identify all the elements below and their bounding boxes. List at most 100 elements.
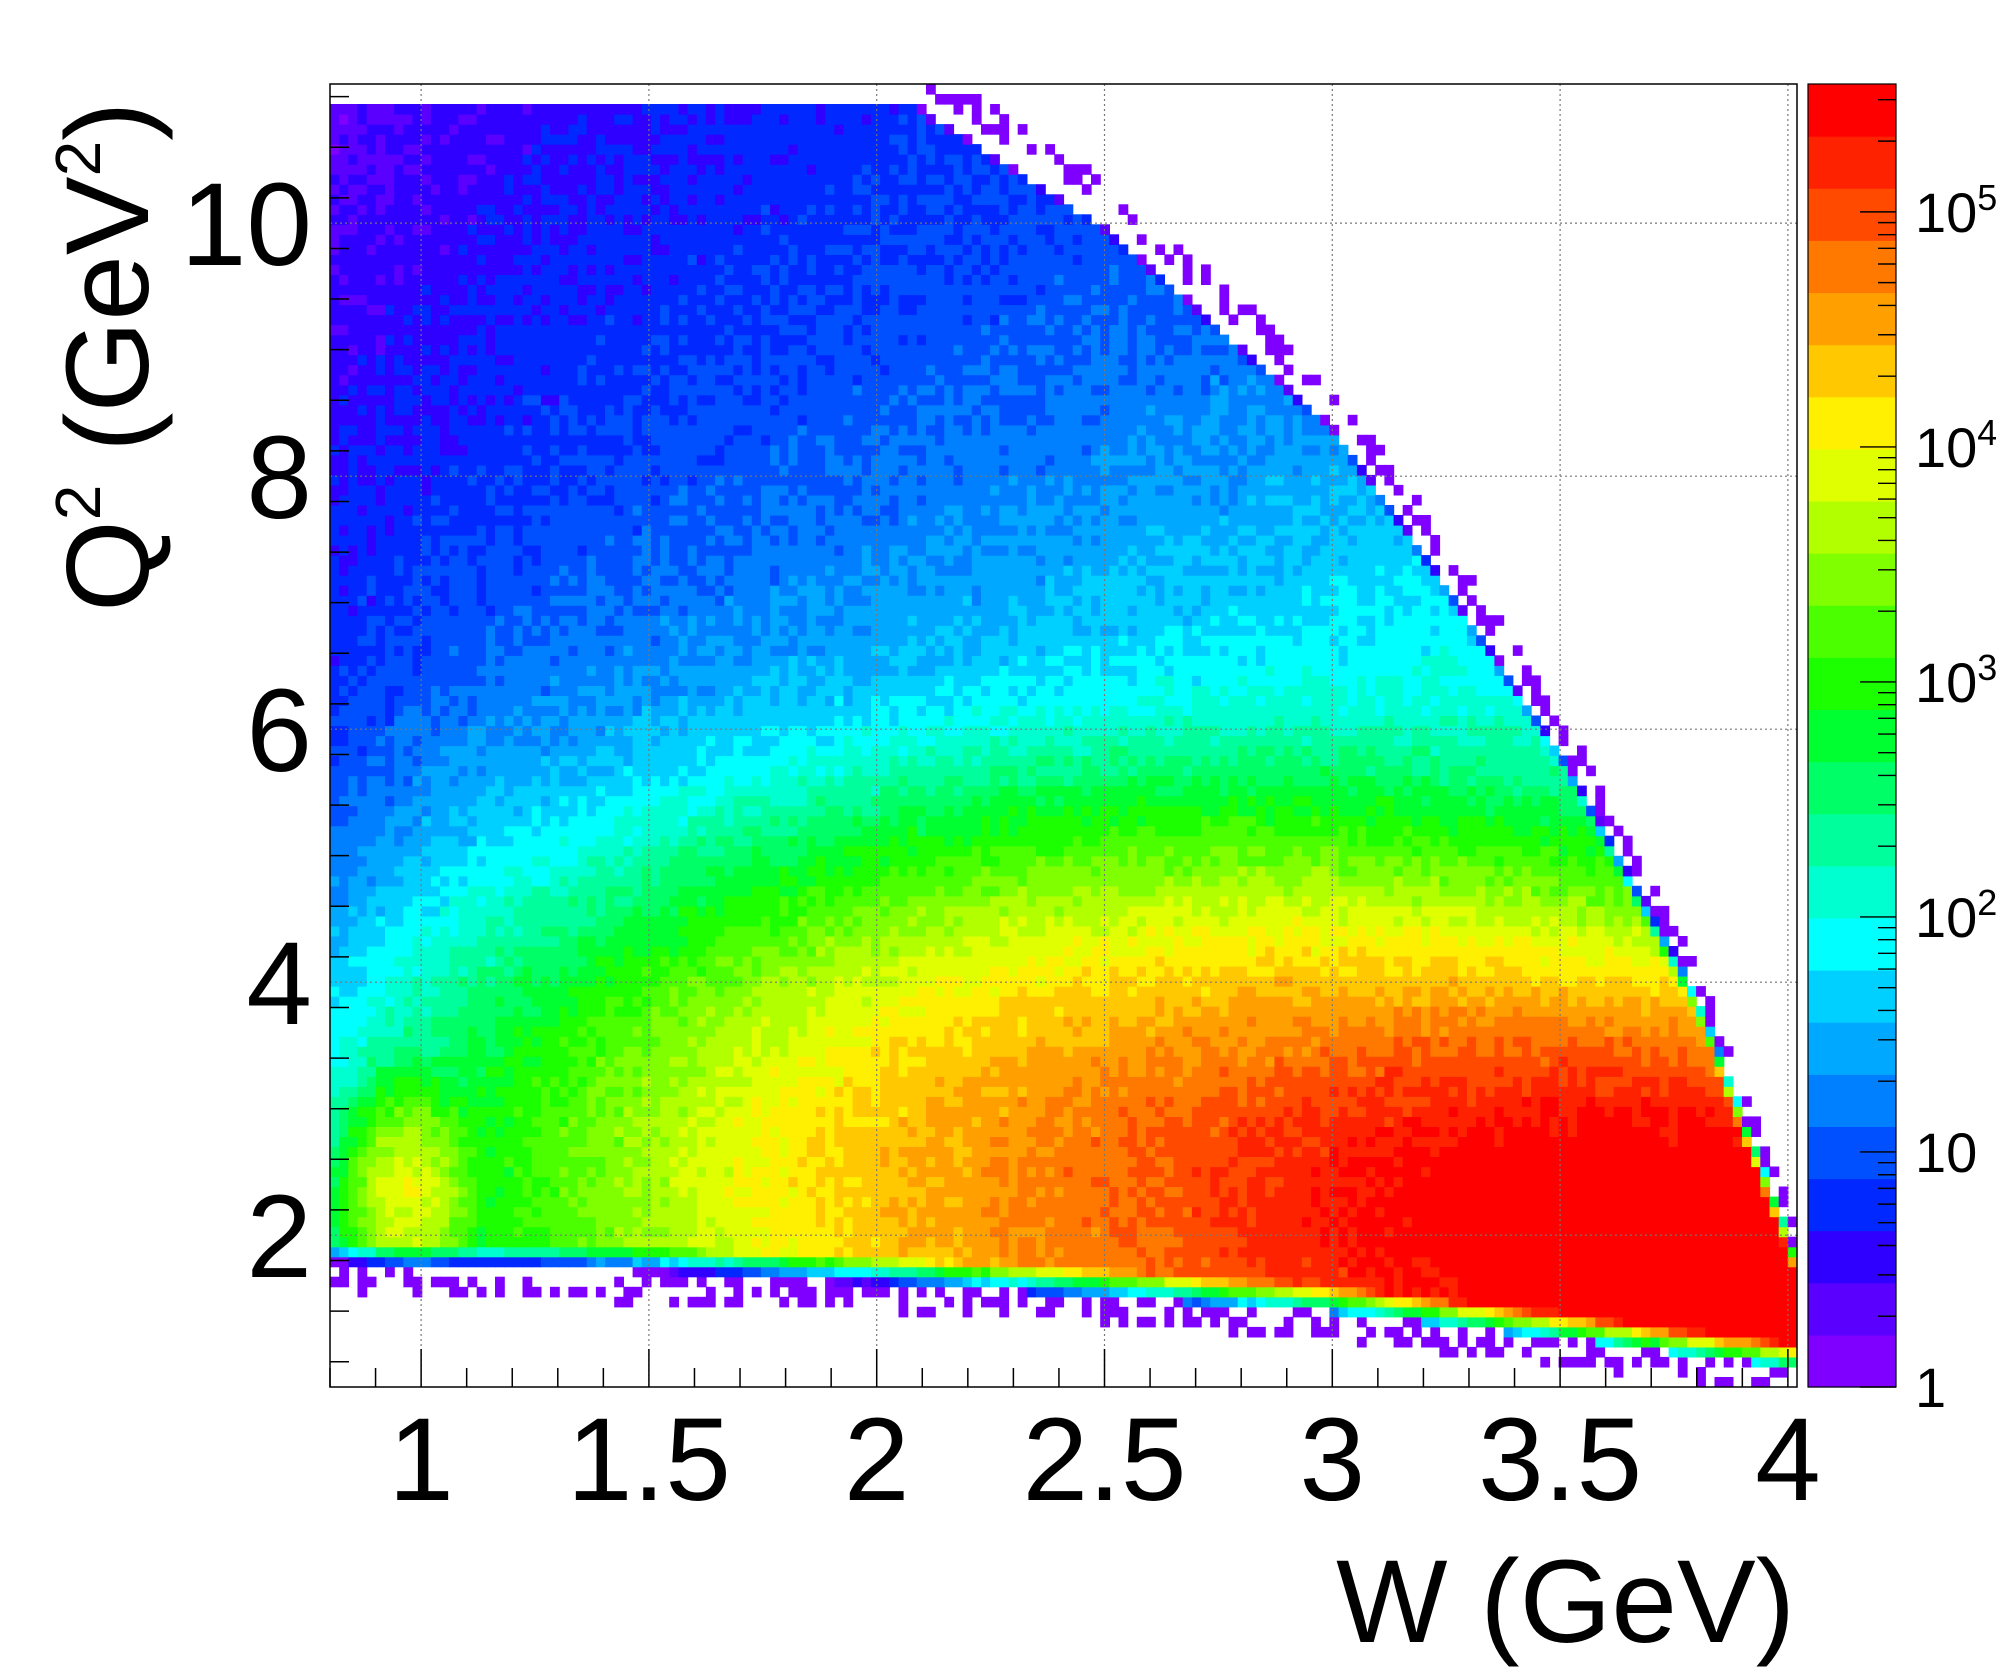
heatmap-cell xyxy=(339,424,349,436)
heatmap-cell xyxy=(348,625,359,636)
heatmap-cell xyxy=(522,555,533,566)
heatmap-cell xyxy=(495,1196,505,1208)
heatmap-cell xyxy=(458,815,469,827)
heatmap-cell xyxy=(476,1096,487,1107)
heatmap-cell xyxy=(705,294,716,306)
heatmap-cell xyxy=(669,374,679,386)
heatmap-cell xyxy=(440,785,450,797)
heatmap-cell xyxy=(495,1116,505,1127)
heatmap-cell xyxy=(412,1146,423,1157)
heatmap-cell xyxy=(467,755,478,767)
heatmap-cell xyxy=(348,224,359,235)
heatmap-cell xyxy=(650,825,661,837)
heatmap-cell xyxy=(605,705,615,716)
heatmap-cell xyxy=(540,314,551,326)
heatmap-cell xyxy=(467,114,478,125)
heatmap-cell xyxy=(605,875,615,887)
heatmap-cell xyxy=(669,976,679,987)
heatmap-cell xyxy=(568,184,579,195)
heatmap-cell xyxy=(650,585,661,596)
heatmap-cell xyxy=(403,1086,414,1097)
heatmap-cell xyxy=(650,324,661,336)
heatmap-cell xyxy=(339,364,349,376)
heatmap-cell xyxy=(522,274,533,285)
heatmap-cell xyxy=(641,505,652,516)
heatmap-cell xyxy=(430,1066,441,1077)
heatmap-cell xyxy=(595,1286,606,1298)
heatmap-cell xyxy=(531,845,542,857)
heatmap-cell xyxy=(412,875,423,887)
heatmap-cell xyxy=(375,825,386,837)
heatmap-cell xyxy=(705,695,716,706)
heatmap-cell xyxy=(715,1176,725,1188)
heatmap-cell xyxy=(641,535,652,546)
heatmap-cell xyxy=(366,795,377,807)
heatmap-cell xyxy=(467,324,478,336)
heatmap-cell xyxy=(375,645,386,656)
heatmap-cell xyxy=(458,1206,469,1218)
heatmap-cell xyxy=(687,114,698,125)
heatmap-cell xyxy=(513,655,524,666)
heatmap-cell xyxy=(458,946,469,957)
heatmap-cell xyxy=(678,484,689,496)
heatmap-cell xyxy=(550,1196,560,1208)
heatmap-cell xyxy=(568,1286,579,1298)
heatmap-cell xyxy=(586,414,597,426)
heatmap-cell xyxy=(476,986,487,997)
heatmap-cell xyxy=(705,505,716,516)
heatmap-cell xyxy=(522,374,533,386)
heatmap-cell xyxy=(330,1276,340,1288)
heatmap-cell xyxy=(504,104,514,115)
heatmap-cell xyxy=(650,354,661,366)
heatmap-cell xyxy=(375,274,386,285)
heatmap-cell xyxy=(605,1246,615,1258)
heatmap-cell xyxy=(476,936,487,947)
heatmap-cell xyxy=(605,996,615,1007)
heatmap-cell xyxy=(366,254,377,265)
heatmap-cell xyxy=(623,875,634,887)
heatmap-cell xyxy=(495,354,505,366)
heatmap-cell xyxy=(504,414,514,426)
heatmap-cell xyxy=(531,1286,542,1298)
heatmap-cell xyxy=(449,715,459,727)
heatmap-cell xyxy=(623,174,634,185)
heatmap-cell xyxy=(440,655,450,666)
heatmap-cell xyxy=(440,625,450,636)
heatmap-cell xyxy=(330,946,340,957)
heatmap-cell xyxy=(348,1066,359,1077)
heatmap-cell xyxy=(357,645,368,656)
heatmap-cell xyxy=(522,1186,533,1198)
heatmap-cell xyxy=(467,334,478,346)
heatmap-cell xyxy=(650,374,661,386)
heatmap-cell xyxy=(696,264,707,275)
heatmap-cell xyxy=(577,104,588,115)
heatmap-cell xyxy=(348,1256,359,1268)
heatmap-cell xyxy=(458,1016,469,1027)
heatmap-cell xyxy=(595,545,606,556)
heatmap-cell xyxy=(458,124,469,135)
heatmap-cell xyxy=(577,1206,588,1218)
heatmap-cell xyxy=(421,234,432,245)
heatmap-cell xyxy=(412,795,423,807)
heatmap-cell xyxy=(394,775,404,787)
heatmap-cell xyxy=(705,565,716,576)
heatmap-cell xyxy=(531,735,542,747)
heatmap-cell xyxy=(357,1096,368,1107)
heatmap-cell xyxy=(577,976,588,987)
heatmap-cell xyxy=(605,154,615,165)
heatmap-cell xyxy=(641,304,652,316)
heatmap-cell xyxy=(485,164,496,175)
heatmap-cell xyxy=(696,695,707,706)
heatmap-cell xyxy=(696,194,707,205)
heatmap-cell xyxy=(568,585,579,596)
heatmap-cell xyxy=(394,565,404,576)
heatmap-cell xyxy=(687,956,698,967)
heatmap-cell xyxy=(375,1256,386,1268)
heatmap-cell xyxy=(348,966,359,977)
heatmap-cell xyxy=(449,124,459,135)
heatmap-cell xyxy=(641,735,652,747)
heatmap-cell xyxy=(696,585,707,596)
heatmap-cell xyxy=(385,625,395,636)
heatmap-cell xyxy=(650,815,661,827)
heatmap-cell xyxy=(513,204,524,215)
